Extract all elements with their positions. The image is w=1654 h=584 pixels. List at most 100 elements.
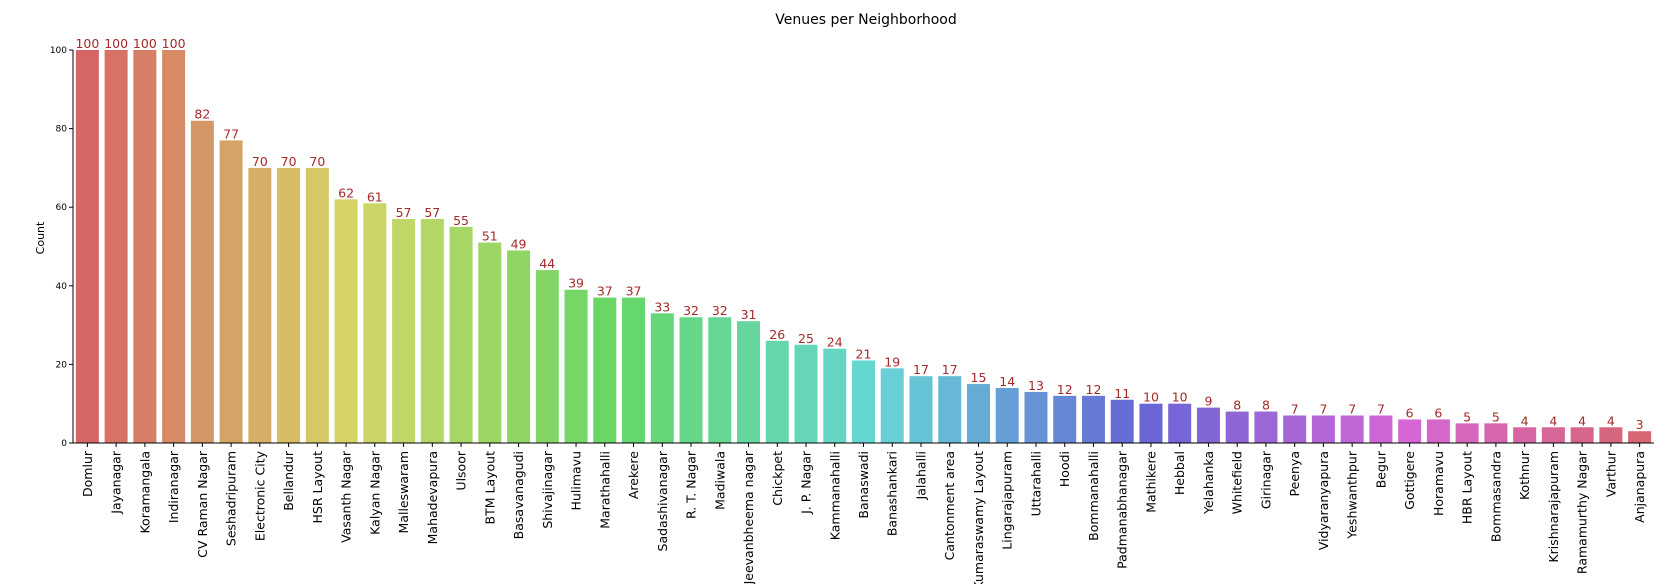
x-tick-label: Madiwala [712, 451, 727, 510]
bar-value-label: 61 [367, 189, 383, 204]
bar-value-label: 12 [1057, 382, 1073, 397]
x-tick-label: CV Raman Nagar [195, 450, 210, 558]
x-tick-label: Peenya [1287, 451, 1302, 496]
x-tick-label: Vidyaranyapura [1316, 451, 1331, 550]
bar [1283, 415, 1307, 443]
y-tick-label: 80 [56, 125, 68, 135]
bar [363, 203, 387, 443]
x-tick-label: Anjanapura [1632, 451, 1647, 523]
x-tick-label: Gottigere [1402, 451, 1417, 510]
x-tick-label: Marathahalli [597, 451, 612, 529]
x-tick-label: Girinagar [1258, 450, 1273, 509]
bar [1340, 415, 1364, 443]
bar [1081, 395, 1105, 443]
bar-value-label: 57 [396, 205, 412, 220]
bar [478, 242, 502, 443]
bar-value-label: 24 [827, 335, 843, 350]
bar-value-label: 57 [424, 205, 440, 220]
bar-value-label: 8 [1262, 398, 1270, 413]
bar-value-label: 62 [338, 185, 354, 200]
bar [1455, 423, 1479, 443]
x-tick-label: Hoodi [1057, 451, 1072, 487]
x-tick-label: Mahadevapura [425, 451, 440, 544]
bar-value-label: 10 [1143, 390, 1159, 405]
bar [938, 376, 962, 443]
bar [449, 226, 473, 443]
bar-value-label: 32 [683, 303, 699, 318]
bar [219, 140, 243, 443]
bar [794, 344, 818, 443]
bar [420, 218, 444, 443]
bar [1513, 427, 1537, 443]
x-tick-label: BTM Layout [482, 451, 497, 525]
bar [852, 360, 875, 443]
x-tick-label: Cantonment area [942, 451, 957, 560]
bar-value-label: 14 [999, 374, 1015, 389]
bar [1426, 419, 1450, 443]
bar [1369, 415, 1393, 443]
x-tick-label: Yeshwanthpur [1345, 450, 1360, 540]
x-tick-label: Bommanahalli [1086, 451, 1101, 541]
x-tick-label: Bellandur [281, 450, 296, 511]
bar [1541, 427, 1565, 443]
x-tick-label: Ramamurthy Nagar [1575, 450, 1590, 574]
x-tick-label: Shivajinagar [540, 450, 555, 529]
bar-value-label: 12 [1086, 382, 1102, 397]
x-tick-label: Padmanabhanagar [1115, 450, 1130, 569]
bar-value-label: 100 [75, 36, 99, 51]
bar [622, 297, 646, 443]
x-tick-label: Jeevanbheema nagar [741, 450, 756, 584]
bar-value-label: 100 [162, 36, 186, 51]
bar [708, 317, 732, 443]
bar-value-label: 17 [942, 362, 958, 377]
bar [593, 297, 617, 443]
x-tick-label: Ulsoor [454, 450, 469, 490]
bar [1196, 407, 1220, 443]
bar-value-label: 8 [1233, 398, 1241, 413]
bar-value-label: 5 [1492, 409, 1500, 424]
x-tick-label: Jalahalli [913, 451, 928, 500]
bar [1168, 403, 1192, 443]
y-tick-label: 20 [56, 360, 68, 370]
x-tick-label: Sadashivanagar [655, 450, 670, 551]
bar-value-label: 25 [798, 331, 814, 346]
bar-value-label: 100 [104, 36, 128, 51]
bar [1570, 427, 1594, 443]
bar [190, 120, 214, 444]
bar-value-label: 33 [654, 299, 670, 314]
bar-value-label: 11 [1114, 386, 1130, 401]
bar [1254, 411, 1278, 443]
bar-value-label: 19 [884, 354, 900, 369]
bar [1311, 415, 1335, 443]
x-tick-label: Kumaraswamy Layout [971, 451, 986, 584]
x-tick-label: Whitefield [1230, 451, 1245, 514]
bar-value-label: 4 [1607, 413, 1615, 428]
x-tick-label: Kalyan Nagar [367, 450, 382, 535]
x-tick-label: Hebbal [1172, 451, 1187, 495]
bar-value-label: 4 [1549, 413, 1557, 428]
bar [679, 317, 703, 443]
x-tick-label: Basavanagudi [511, 451, 526, 539]
x-tick-label: Yelahanka [1201, 451, 1216, 515]
x-tick-label: J. P. Nagar [799, 450, 814, 515]
y-axis: 0 20 40 60 80 100 [50, 46, 74, 449]
bar [1139, 403, 1163, 443]
x-tick-label: Begur [1373, 450, 1388, 488]
bar-value-label: 5 [1463, 409, 1471, 424]
x-tick-label: Bommasandra [1488, 451, 1503, 542]
bar [277, 167, 301, 443]
x-tick-label: Malleswaram [396, 451, 411, 533]
bar-value-label: 13 [1028, 378, 1044, 393]
bar [1628, 431, 1652, 443]
x-tick-label: Seshadripuram [224, 451, 239, 546]
x-tick-label: R. T. Nagar [684, 450, 699, 519]
bar-value-label: 44 [539, 256, 555, 271]
bar-value-label: 3 [1636, 417, 1644, 432]
bar-value-label: 37 [626, 284, 642, 299]
bar-value-label: 17 [913, 362, 929, 377]
bar-value-label: 70 [252, 154, 268, 169]
x-tick-label: Krishnarajapuram [1546, 451, 1561, 563]
x-tick-label: Uttarahalli [1028, 451, 1043, 516]
